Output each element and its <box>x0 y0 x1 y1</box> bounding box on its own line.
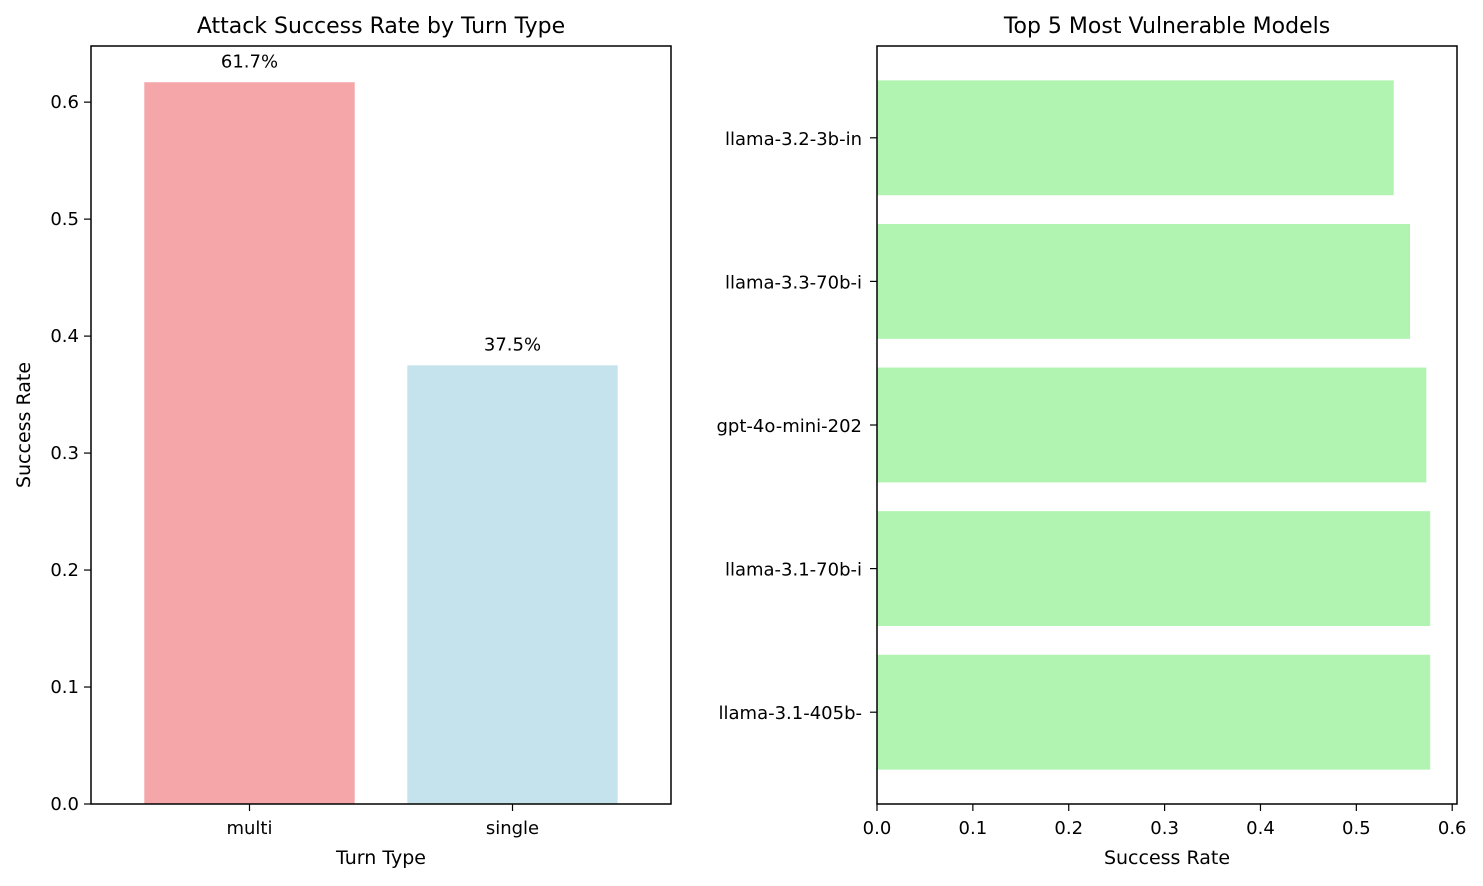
data-labels: 61.7% 37.5% <box>221 51 541 355</box>
bar-single <box>407 365 618 804</box>
x-tick-label: multi <box>226 818 272 839</box>
bars <box>877 80 1431 770</box>
vulnerable-models-chart: Top 5 Most Vulnerable Models Success Rat… <box>717 14 1467 869</box>
x-tick-label: 0.3 <box>1150 818 1179 839</box>
plot-frame <box>90 45 672 805</box>
plot-frame <box>876 45 1458 805</box>
y-axis-label: Success Rate <box>13 362 35 488</box>
bars <box>144 82 618 805</box>
x-axis-label: Success Rate <box>1104 847 1230 869</box>
bar-llama-3.2-3b-in <box>877 80 1394 196</box>
bar-llama-3.3-70b-i <box>877 223 1411 339</box>
chart-title: Attack Success Rate by Turn Type <box>197 14 565 39</box>
y-tick-label: 0.4 <box>50 326 79 347</box>
data-label: 37.5% <box>484 334 541 355</box>
y-tick-label: llama-3.2-3b-in <box>725 129 862 150</box>
y-tick-label: 0.6 <box>50 92 79 113</box>
x-tick-label: 0.0 <box>863 818 892 839</box>
bar-multi <box>144 82 355 805</box>
x-tick-label: 0.5 <box>1342 818 1371 839</box>
x-tick-label: 0.6 <box>1438 818 1467 839</box>
y-tick-label: gpt-4o-mini-202 <box>717 416 863 437</box>
y-ticks: llama-3.2-3b-in llama-3.3-70b-i gpt-4o-min… <box>717 129 877 724</box>
x-tick-label: 0.1 <box>959 818 988 839</box>
turn-type-chart: Attack Success Rate by Turn Type Turn Ty… <box>13 14 672 869</box>
y-ticks: 0.0 0.1 0.2 0.3 0.4 0.5 0.6 <box>50 92 91 815</box>
data-label: 61.7% <box>221 51 278 72</box>
y-tick-label: llama-3.1-405b- <box>719 703 863 724</box>
bar-llama-3.1-405b- <box>877 654 1431 770</box>
y-tick-label: llama-3.3-70b-i <box>725 272 862 293</box>
bar-gpt-4o-mini-202 <box>877 367 1427 483</box>
x-ticks: 0.0 0.1 0.2 0.3 0.4 0.5 0.6 <box>863 804 1467 839</box>
chart-title: Top 5 Most Vulnerable Models <box>1003 14 1330 39</box>
y-tick-label: 0.0 <box>50 794 79 815</box>
x-tick-label: 0.4 <box>1246 818 1275 839</box>
y-tick-label: 0.5 <box>50 209 79 230</box>
y-tick-label: 0.3 <box>50 443 79 464</box>
x-tick-label: single <box>486 818 539 839</box>
bar-llama-3.1-70b-i <box>877 511 1431 627</box>
x-tick-label: 0.2 <box>1054 818 1083 839</box>
y-tick-label: 0.1 <box>50 677 79 698</box>
x-axis-label: Turn Type <box>335 847 426 869</box>
y-tick-label: 0.2 <box>50 560 79 581</box>
y-tick-label: llama-3.1-70b-i <box>725 560 862 581</box>
x-ticks: multi single <box>226 804 539 839</box>
